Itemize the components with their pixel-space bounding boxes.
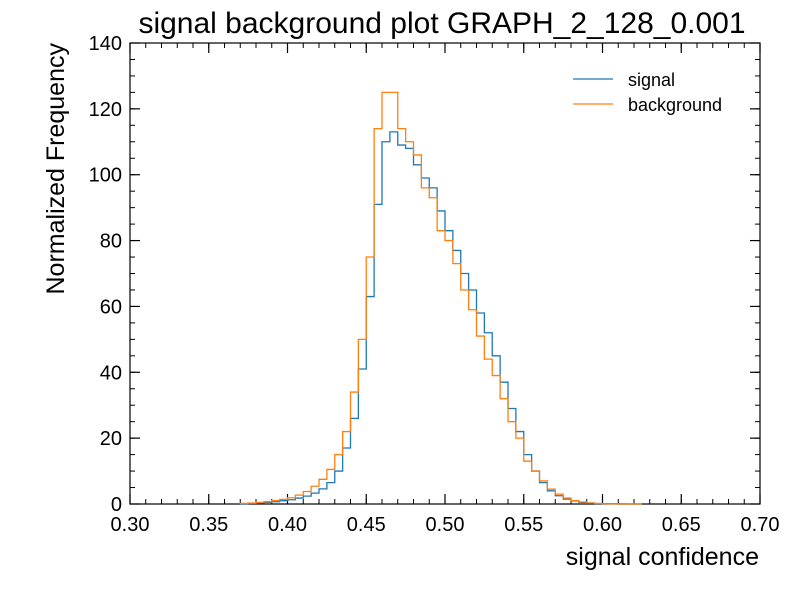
- legend: signal background: [573, 70, 722, 115]
- x-tick-label: 0.30: [111, 514, 150, 536]
- x-tick-label: 0.55: [504, 514, 543, 536]
- legend-background-label: background: [628, 95, 722, 115]
- chart-title: signal background plot GRAPH_2_128_0.001: [138, 7, 745, 40]
- y-tick-label: 60: [100, 296, 122, 318]
- x-axis-label: signal confidence: [566, 543, 759, 571]
- y-tick-label: 120: [89, 99, 122, 121]
- x-tick-label: 0.70: [741, 514, 780, 536]
- legend-signal-label: signal: [628, 70, 675, 90]
- y-tick-label: 0: [111, 494, 122, 516]
- x-tick-label: 0.40: [268, 514, 307, 536]
- series-background-line: [239, 91, 642, 505]
- axis-ticks: [129, 42, 761, 505]
- series-signal-line: [239, 131, 642, 505]
- x-tick-label: 0.65: [662, 514, 701, 536]
- series-group: [239, 91, 642, 505]
- y-tick-label: 20: [100, 428, 122, 450]
- y-tick-label: 40: [100, 362, 122, 384]
- y-tick-labels: 0 20 40 60 80 100 120 140: [89, 33, 122, 516]
- y-tick-label: 100: [89, 165, 122, 187]
- x-tick-label: 0.50: [426, 514, 465, 536]
- x-tick-labels: 0.30 0.35 0.40 0.45 0.50 0.55 0.60 0.65 0.70: [111, 514, 780, 536]
- y-tick-label: 80: [100, 231, 122, 253]
- y-tick-label: 140: [89, 33, 122, 55]
- x-tick-label: 0.60: [583, 514, 622, 536]
- x-tick-label: 0.45: [347, 514, 386, 536]
- y-axis-label: Normalized Frequency: [42, 43, 70, 295]
- x-tick-label: 0.35: [189, 514, 228, 536]
